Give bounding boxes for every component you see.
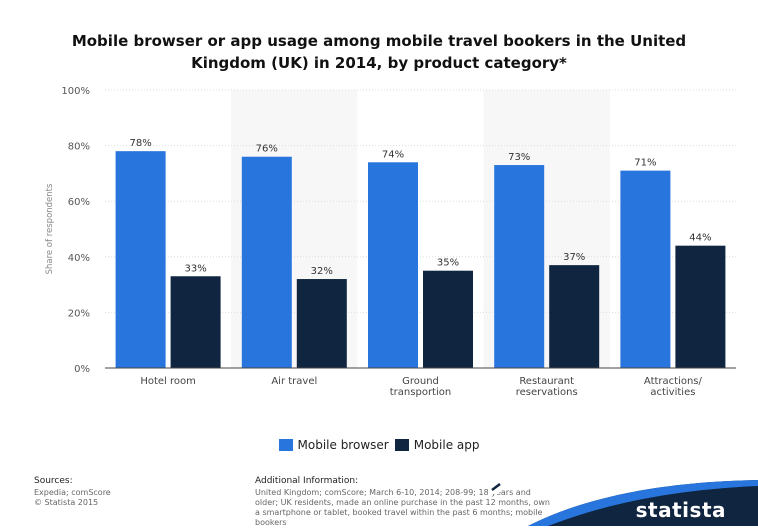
y-tick-label: 0% bbox=[74, 364, 90, 375]
data-label: 71% bbox=[634, 158, 656, 169]
sources-line: Expedia; comScore bbox=[34, 488, 111, 497]
additional-information-heading: Additional Information: bbox=[255, 476, 359, 486]
bar-mobile-app bbox=[170, 276, 221, 368]
x-tick-label: reservations bbox=[516, 387, 578, 398]
y-tick-label: 100% bbox=[61, 86, 90, 97]
bar-mobile-browser bbox=[620, 170, 671, 368]
additional-information-text: United Kingdom; comScore; March 6-10, 20… bbox=[255, 488, 550, 527]
legend-item-mobile-browser[interactable]: Mobile browser bbox=[278, 438, 389, 452]
data-label: 35% bbox=[437, 258, 459, 269]
sources-heading: Sources: bbox=[34, 476, 73, 486]
bar-mobile-app bbox=[296, 279, 347, 368]
additional-information: Additional Information: United Kingdom; … bbox=[255, 476, 555, 528]
y-axis-label: Share of respondents bbox=[45, 183, 55, 274]
x-tick-label: Ground bbox=[402, 376, 439, 387]
y-tick-label: 20% bbox=[68, 308, 90, 319]
statista-logo[interactable]: statista bbox=[488, 480, 758, 526]
legend-swatch-mobile-browser bbox=[278, 439, 293, 451]
data-label: 73% bbox=[508, 152, 530, 163]
x-tick-label: Attractions/ bbox=[644, 376, 703, 387]
x-tick-label: activities bbox=[650, 387, 695, 398]
logo-text: statista bbox=[635, 498, 726, 522]
legend-label-mobile-app: Mobile app bbox=[413, 438, 480, 452]
x-tick-label: Hotel room bbox=[140, 376, 196, 387]
bar-mobile-browser bbox=[368, 162, 418, 368]
x-tick-label: Restaurant bbox=[519, 376, 574, 387]
x-tick-label: transportion bbox=[390, 387, 451, 398]
data-label: 78% bbox=[129, 138, 151, 149]
y-tick-label: 60% bbox=[68, 197, 90, 208]
data-label: 76% bbox=[256, 144, 278, 155]
legend-label-mobile-browser: Mobile browser bbox=[297, 438, 389, 452]
data-label: 33% bbox=[184, 263, 206, 274]
data-label: 74% bbox=[382, 149, 404, 160]
legend-swatch-mobile-app bbox=[394, 439, 409, 451]
bar-mobile-browser bbox=[241, 156, 292, 368]
bar-mobile-app bbox=[549, 265, 600, 368]
data-label: 32% bbox=[311, 266, 333, 277]
x-tick-label: Air travel bbox=[271, 376, 317, 387]
chart-title: Mobile browser or app usage among mobile… bbox=[71, 32, 687, 72]
bar-chart: 0% 20% 40% 60% 80% 100% Share of respondents 78… bbox=[45, 86, 736, 398]
sources: Sources: Expedia; comScore © Statista 20… bbox=[34, 476, 111, 508]
y-tick-label: 80% bbox=[68, 142, 90, 153]
data-label: 44% bbox=[689, 233, 711, 244]
y-tick-label: 40% bbox=[68, 253, 90, 264]
legend: Mobile browser Mobile app bbox=[0, 438, 758, 452]
bar-mobile-browser bbox=[115, 151, 166, 368]
statista-mark-icon bbox=[488, 480, 504, 494]
legend-item-mobile-app[interactable]: Mobile app bbox=[394, 438, 480, 452]
bar-mobile-app bbox=[675, 245, 726, 368]
bar-mobile-app bbox=[423, 270, 473, 368]
data-label: 37% bbox=[563, 252, 585, 263]
copyright-line: © Statista 2015 bbox=[34, 498, 99, 507]
logo-background-shape bbox=[528, 480, 758, 526]
bar-mobile-browser bbox=[494, 165, 545, 368]
